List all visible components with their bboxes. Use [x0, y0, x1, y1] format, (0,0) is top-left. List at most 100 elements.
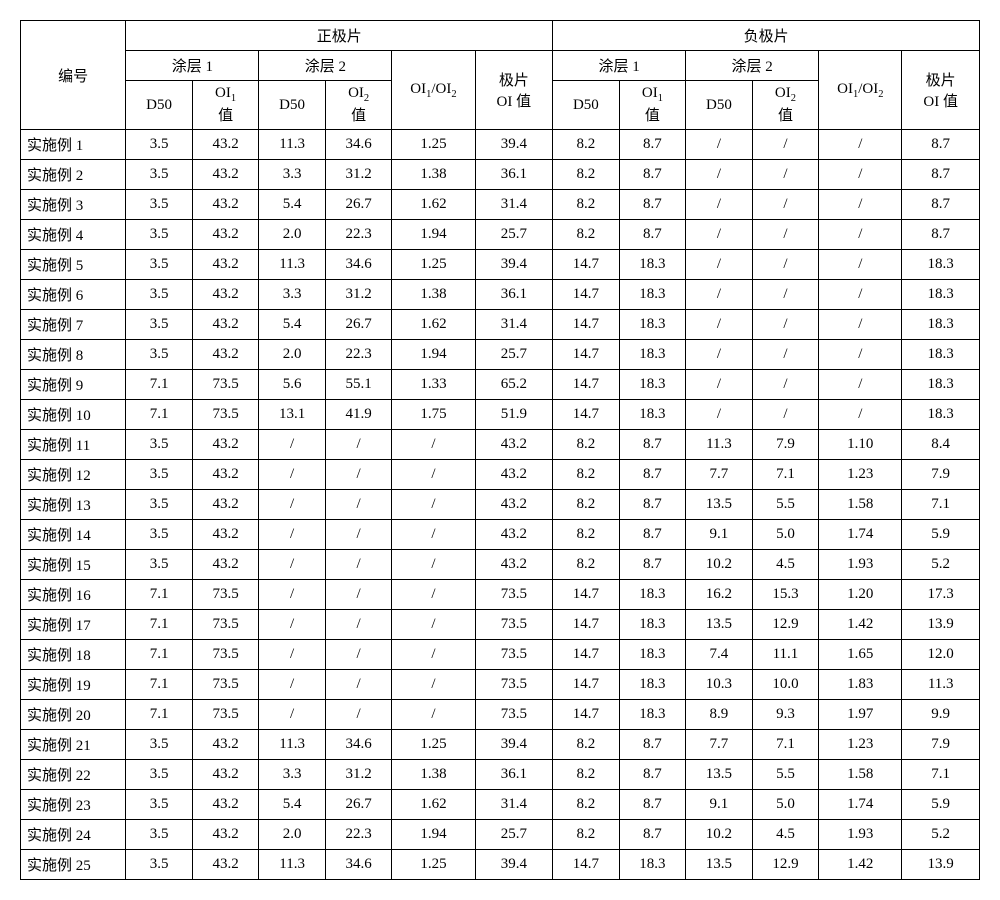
cell: 8.2 — [553, 790, 620, 820]
cell: 25.7 — [475, 220, 553, 250]
table-row: 实施例 97.173.55.655.11.3365.214.718.3///18… — [21, 370, 980, 400]
cell: 43.2 — [192, 130, 259, 160]
cell: 73.5 — [475, 640, 553, 670]
cell: 3.3 — [259, 160, 326, 190]
row-label: 实施例 20 — [21, 700, 126, 730]
cell: 8.2 — [553, 460, 620, 490]
cell: 43.2 — [192, 520, 259, 550]
cell: 3.5 — [126, 520, 193, 550]
table-row: 实施例 113.543.2///43.28.28.711.37.91.108.4 — [21, 430, 980, 460]
cell: 5.9 — [902, 790, 980, 820]
cell: 7.1 — [126, 370, 193, 400]
table-row: 实施例 213.543.211.334.61.2539.48.28.77.77.… — [21, 730, 980, 760]
row-label: 实施例 25 — [21, 850, 126, 880]
cell: 43.2 — [192, 550, 259, 580]
cell: 8.2 — [553, 820, 620, 850]
cell: 8.2 — [553, 760, 620, 790]
header-pos-c2-d50: D50 — [259, 81, 326, 130]
cell: / — [752, 160, 819, 190]
cell: / — [686, 370, 753, 400]
cell: 11.3 — [259, 850, 326, 880]
cell: 43.2 — [192, 760, 259, 790]
cell: 26.7 — [325, 310, 392, 340]
cell: / — [819, 340, 902, 370]
data-table: 编号 正极片 负极片 涂层 1 涂层 2 OI1/OI2 极片OI 值 涂层 1… — [20, 20, 980, 880]
cell: 39.4 — [475, 850, 553, 880]
cell: / — [686, 220, 753, 250]
table-row: 实施例 107.173.513.141.91.7551.914.718.3///… — [21, 400, 980, 430]
cell: 8.7 — [619, 190, 686, 220]
cell: 13.9 — [902, 610, 980, 640]
cell: / — [752, 250, 819, 280]
cell: 8.2 — [553, 220, 620, 250]
cell: / — [819, 250, 902, 280]
cell: 5.5 — [752, 760, 819, 790]
cell: 1.94 — [392, 820, 475, 850]
table-row: 实施例 133.543.2///43.28.28.713.55.51.587.1 — [21, 490, 980, 520]
cell: / — [392, 700, 475, 730]
cell: 18.3 — [902, 250, 980, 280]
cell: 14.7 — [553, 700, 620, 730]
cell: 10.0 — [752, 670, 819, 700]
cell: 26.7 — [325, 790, 392, 820]
cell: 1.93 — [819, 550, 902, 580]
cell: 1.25 — [392, 250, 475, 280]
cell: 5.2 — [902, 550, 980, 580]
cell: 18.3 — [902, 340, 980, 370]
cell: 12.9 — [752, 850, 819, 880]
table-row: 实施例 187.173.5///73.514.718.37.411.11.651… — [21, 640, 980, 670]
table-row: 实施例 53.543.211.334.61.2539.414.718.3///1… — [21, 250, 980, 280]
cell: / — [686, 130, 753, 160]
cell: / — [819, 160, 902, 190]
cell: 3.5 — [126, 310, 193, 340]
cell: 14.7 — [553, 280, 620, 310]
cell: 73.5 — [192, 400, 259, 430]
cell: 5.4 — [259, 190, 326, 220]
header-pos-ratio: OI1/OI2 — [392, 51, 475, 130]
cell: 73.5 — [475, 670, 553, 700]
cell: 10.2 — [686, 820, 753, 850]
cell: 8.2 — [553, 730, 620, 760]
cell: 13.1 — [259, 400, 326, 430]
cell: / — [752, 130, 819, 160]
table-row: 实施例 123.543.2///43.28.28.77.77.11.237.9 — [21, 460, 980, 490]
header-neg-c2-oi2: OI2值 — [752, 81, 819, 130]
header-pos-c1-d50: D50 — [126, 81, 193, 130]
cell: 8.7 — [619, 790, 686, 820]
cell: 5.4 — [259, 790, 326, 820]
cell: 7.1 — [126, 400, 193, 430]
cell: 18.3 — [902, 310, 980, 340]
cell: / — [752, 310, 819, 340]
cell: 36.1 — [475, 280, 553, 310]
row-label: 实施例 7 — [21, 310, 126, 340]
header-positive-group: 正极片 — [126, 21, 553, 51]
cell: 13.5 — [686, 760, 753, 790]
cell: 3.5 — [126, 490, 193, 520]
header-neg-c2-d50: D50 — [686, 81, 753, 130]
row-label: 实施例 15 — [21, 550, 126, 580]
cell: 5.5 — [752, 490, 819, 520]
row-label: 实施例 24 — [21, 820, 126, 850]
table-row: 实施例 43.543.22.022.31.9425.78.28.7///8.7 — [21, 220, 980, 250]
cell: 11.3 — [259, 730, 326, 760]
cell: 34.6 — [325, 850, 392, 880]
cell: 5.2 — [902, 820, 980, 850]
cell: 1.38 — [392, 160, 475, 190]
cell: / — [819, 280, 902, 310]
cell: 3.5 — [126, 190, 193, 220]
cell: 73.5 — [475, 610, 553, 640]
cell: / — [259, 520, 326, 550]
cell: 39.4 — [475, 730, 553, 760]
cell: 43.2 — [475, 520, 553, 550]
cell: 25.7 — [475, 340, 553, 370]
cell: / — [752, 220, 819, 250]
cell: 9.9 — [902, 700, 980, 730]
row-label: 实施例 14 — [21, 520, 126, 550]
cell: 14.7 — [553, 400, 620, 430]
cell: 1.97 — [819, 700, 902, 730]
cell: 18.3 — [902, 400, 980, 430]
cell: / — [259, 490, 326, 520]
row-label: 实施例 16 — [21, 580, 126, 610]
cell: 5.4 — [259, 310, 326, 340]
table-header: 编号 正极片 负极片 涂层 1 涂层 2 OI1/OI2 极片OI 值 涂层 1… — [21, 21, 980, 130]
